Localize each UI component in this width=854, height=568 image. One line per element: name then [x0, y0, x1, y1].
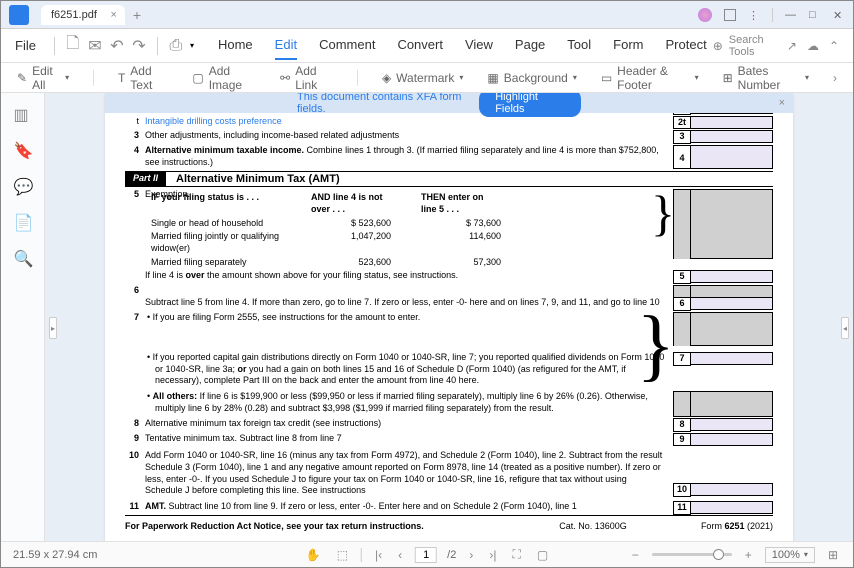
more-icon[interactable]: ⋮ [748, 9, 760, 21]
pdf-page: sIncome from certain installment sales b… [105, 93, 793, 541]
zoom-slider[interactable] [652, 553, 732, 556]
tab-title: f6251.pdf [51, 9, 97, 21]
redo-icon[interactable]: ↷ [131, 37, 147, 55]
menu-comment[interactable]: Comment [319, 31, 375, 60]
page-dimensions: 21.59 x 27.94 cm [13, 549, 97, 561]
collapse-icon[interactable]: ⌃ [829, 39, 839, 53]
menubar: File 🗋 ✉ ↶ ↷ ⎙ ▾ Home Edit Comment Conve… [1, 29, 853, 63]
undo-icon[interactable]: ↶ [109, 37, 125, 55]
zoom-out-button[interactable]: − [629, 548, 642, 562]
bates-tool[interactable]: ⊞Bates Number▾ [723, 64, 809, 92]
prev-page-button[interactable]: ‹ [395, 548, 405, 562]
menu-tool[interactable]: Tool [567, 31, 591, 60]
file-menu[interactable]: File [15, 38, 36, 53]
select-tool-icon[interactable]: ⬚ [334, 548, 351, 562]
bookmark-icon[interactable]: 🔖 [14, 141, 32, 159]
next-page-button[interactable]: › [466, 548, 476, 562]
search-placeholder: Search Tools [729, 34, 777, 58]
first-page-button[interactable]: |‹ [372, 548, 385, 562]
header-footer-tool[interactable]: ▭Header & Footer▾ [601, 64, 699, 92]
new-tab-button[interactable]: + [133, 7, 141, 23]
share-icon[interactable]: ↗ [787, 39, 797, 53]
statusbar: 21.59 x 27.94 cm ✋ ⬚ |‹ ‹ /2 › ›| ⛶ ▢ − … [1, 541, 853, 567]
hand-tool-icon[interactable]: ✋ [303, 548, 324, 562]
menu-form[interactable]: Form [613, 31, 643, 60]
highlight-fields-button[interactable]: Highlight Fields [479, 93, 581, 117]
tab-close-icon[interactable]: × [110, 9, 116, 21]
left-sidebar: ▥ 🔖 💬 📄 🔍 [1, 93, 45, 541]
zoom-percent[interactable]: 100%▾ [765, 547, 815, 563]
add-text-tool[interactable]: TAdd Text [118, 64, 168, 92]
form-footer: For Paperwork Reduction Act Notice, see … [125, 519, 773, 533]
print-icon[interactable]: ⎙ [168, 37, 184, 55]
main-area: ▥ 🔖 💬 📄 🔍 ▸ ◂ This document contains XFA… [1, 93, 853, 541]
search-icon: ⊕ [713, 39, 723, 53]
line7-b3: • All others: If line 6 is $199,900 or l… [145, 391, 673, 414]
zoom-in-button[interactable]: + [742, 548, 755, 562]
xfa-notice: This document contains XFA form fields. … [105, 93, 793, 113]
main-menu: Home Edit Comment Convert View Page Tool… [218, 31, 707, 60]
document-tab[interactable]: f6251.pdf × [41, 5, 125, 25]
minimize-button[interactable]: — [785, 9, 797, 21]
maximize-button[interactable]: □ [809, 9, 821, 21]
menu-page[interactable]: Page [515, 31, 545, 60]
background-tool[interactable]: ▦Background▾ [487, 71, 576, 85]
notice-close-icon[interactable]: × [779, 97, 785, 109]
print-caret-icon[interactable]: ▾ [190, 41, 194, 50]
search-tools[interactable]: ⊕ Search Tools [713, 34, 777, 58]
assistant-icon[interactable] [698, 8, 712, 22]
edit-toolbar: ✎Edit All▾ TAdd Text ▢Add Image ⚯Add Lin… [1, 63, 853, 93]
toolbar-scroll-right[interactable]: › [833, 71, 837, 85]
menu-edit[interactable]: Edit [275, 31, 297, 60]
fit-page-icon[interactable]: ▢ [534, 548, 551, 562]
page-total: /2 [447, 549, 456, 561]
menu-convert[interactable]: Convert [397, 31, 443, 60]
menu-protect[interactable]: Protect [666, 31, 707, 60]
fullscreen-icon[interactable]: ⊞ [825, 548, 841, 562]
add-link-tool[interactable]: ⚯Add Link [280, 64, 333, 92]
page-number-input[interactable] [415, 547, 437, 563]
cloud-icon[interactable]: ☁ [807, 39, 819, 53]
notice-text: This document contains XFA form fields. [297, 93, 479, 115]
titlebar: f6251.pdf × + ⋮ — □ ✕ [1, 1, 853, 29]
part-2-header: Part II Alternative Minimum Tax (AMT) [125, 171, 773, 187]
edit-all-tool[interactable]: ✎Edit All▾ [17, 64, 69, 92]
comments-icon[interactable]: 💬 [14, 177, 32, 195]
line7-b2: • If you reported capital gain distribut… [145, 352, 673, 387]
launch-icon[interactable] [724, 9, 736, 21]
close-button[interactable]: ✕ [833, 9, 845, 21]
line5-note: If line 4 is over the amount shown above… [145, 270, 673, 282]
document-area: This document contains XFA form fields. … [45, 93, 853, 541]
search-panel-icon[interactable]: 🔍 [14, 249, 32, 267]
fit-width-icon[interactable]: ⛶ [509, 547, 523, 562]
menu-home[interactable]: Home [218, 31, 253, 60]
form-number: Form 6251 (2021) [653, 521, 773, 533]
menu-view[interactable]: View [465, 31, 493, 60]
thumbnails-icon[interactable]: ▥ [14, 105, 32, 123]
last-page-button[interactable]: ›| [486, 548, 499, 562]
attachments-icon[interactable]: 📄 [14, 213, 32, 231]
add-image-tool[interactable]: ▢Add Image [192, 64, 256, 92]
mail-icon[interactable]: ✉ [87, 37, 103, 55]
save-icon[interactable]: 🗋 [65, 37, 81, 55]
watermark-tool[interactable]: ◈Watermark▾ [382, 71, 463, 85]
app-icon[interactable] [9, 5, 29, 25]
